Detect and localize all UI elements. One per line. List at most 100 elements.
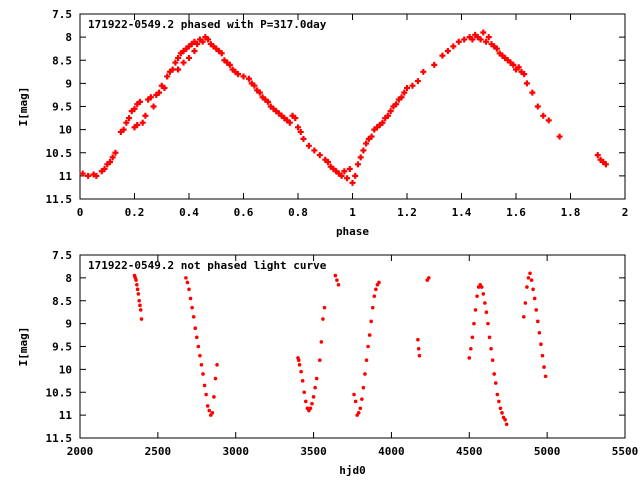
- data-point: [481, 292, 486, 296]
- data-point: [540, 353, 545, 358]
- data-point: [101, 165, 108, 172]
- data-point: [363, 372, 367, 376]
- x-tick-label: 0: [77, 206, 84, 219]
- data-point: [164, 73, 171, 80]
- data-point: [161, 85, 168, 91]
- data-point: [194, 335, 199, 340]
- data-point: [311, 147, 318, 154]
- data-point: [184, 276, 188, 280]
- data-point: [218, 50, 225, 57]
- data-point: [360, 397, 364, 401]
- data-points: [79, 29, 609, 186]
- data-point: [85, 172, 92, 179]
- data-point: [300, 379, 305, 383]
- data-point: [475, 294, 479, 298]
- x-tick-label: 0.8: [288, 206, 308, 219]
- data-point: [131, 105, 138, 112]
- data-point: [528, 271, 532, 276]
- data-point: [358, 406, 363, 411]
- data-point: [286, 119, 293, 126]
- y-tick-label: 10.5: [46, 386, 73, 399]
- data-point: [361, 385, 366, 390]
- data-point: [367, 333, 372, 337]
- data-point: [213, 376, 218, 381]
- data-point: [363, 140, 370, 147]
- data-point: [207, 408, 212, 413]
- data-point: [321, 317, 325, 321]
- x-tick-label: 0.6: [234, 206, 254, 219]
- x-tick-label: 5000: [534, 445, 561, 458]
- data-point: [175, 54, 182, 61]
- data-point: [135, 287, 140, 292]
- data-point: [300, 135, 307, 142]
- data-point: [493, 381, 498, 385]
- data-point: [135, 282, 139, 287]
- y-tick-label: 10.5: [46, 147, 73, 160]
- data-point: [534, 308, 539, 312]
- data-point: [297, 363, 302, 367]
- data-point: [335, 278, 339, 282]
- data-point: [313, 385, 317, 390]
- data-point: [180, 59, 187, 66]
- data-point: [521, 314, 526, 319]
- x-tick-label: 2: [622, 206, 629, 219]
- data-point: [393, 101, 400, 108]
- data-point: [387, 108, 394, 115]
- data-point: [352, 392, 356, 397]
- x-tick-label: 3500: [300, 445, 327, 458]
- data-point: [472, 321, 476, 326]
- y-tick-label: 9.5: [52, 101, 72, 114]
- data-point: [198, 353, 202, 358]
- data-point: [427, 276, 431, 280]
- data-point: [384, 112, 391, 119]
- data-point: [139, 317, 144, 321]
- data-point: [126, 115, 133, 122]
- x-tick-label: 1.8: [561, 206, 581, 219]
- data-point: [368, 133, 375, 140]
- data-point: [265, 98, 272, 105]
- data-point: [495, 392, 500, 397]
- data-point: [79, 170, 86, 177]
- data-point: [352, 172, 359, 179]
- data-point: [205, 36, 212, 43]
- data-point: [523, 301, 528, 305]
- data-point: [187, 287, 191, 292]
- data-point: [292, 115, 299, 122]
- y-tick-label: 8.5: [52, 295, 72, 308]
- data-point: [314, 376, 319, 381]
- data-point: [338, 172, 345, 179]
- phased-light-curve-panel: 0 0.2 0.4 0.6 0.8 1 1.2 1.4 1.6 1.8 2 7.5 8 8.5 9 9.5 10…: [17, 8, 628, 238]
- data-point: [354, 161, 361, 168]
- x-tick-label: 5500: [612, 445, 639, 458]
- data-point: [536, 319, 540, 324]
- data-point: [333, 273, 338, 278]
- plot-frame: [79, 13, 626, 200]
- x-tick-label: 0.4: [179, 206, 199, 219]
- data-point: [172, 59, 179, 66]
- data-point: [469, 36, 476, 43]
- data-point: [439, 52, 446, 59]
- data-point: [199, 363, 204, 367]
- data-point: [477, 36, 484, 43]
- data-point: [461, 36, 468, 43]
- data-point: [297, 128, 304, 135]
- data-point: [377, 280, 381, 285]
- y-tick-label: 8: [65, 272, 72, 285]
- data-point: [106, 159, 113, 165]
- data-point: [366, 344, 370, 349]
- data-point: [196, 344, 201, 349]
- data-point: [500, 411, 504, 415]
- data-point: [186, 54, 192, 61]
- data-point: [93, 172, 100, 179]
- y-tick-label: 11.5: [46, 432, 73, 445]
- data-point: [319, 340, 324, 344]
- data-point: [370, 305, 375, 310]
- data-point: [318, 358, 322, 363]
- data-point: [529, 89, 536, 96]
- data-point: [322, 305, 327, 310]
- data-point: [540, 112, 547, 119]
- data-point: [594, 152, 601, 159]
- data-point: [137, 298, 141, 303]
- data-point: [602, 161, 609, 168]
- data-point: [204, 392, 208, 397]
